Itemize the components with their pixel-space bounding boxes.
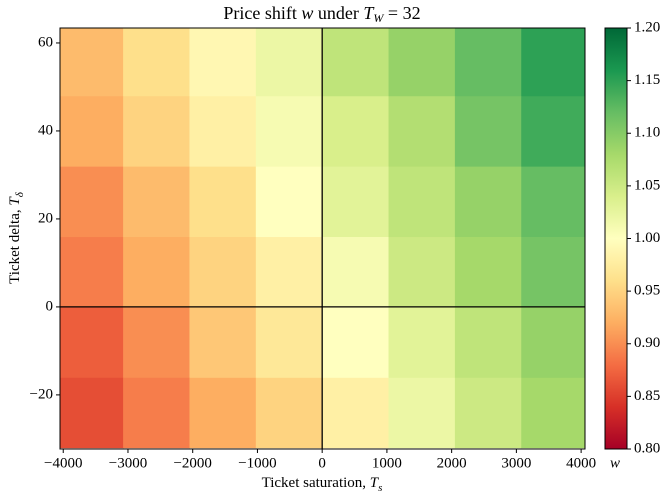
x-tick-label: 3000 bbox=[501, 455, 531, 471]
heatmap-cell bbox=[60, 377, 124, 449]
heatmap-cell bbox=[255, 166, 323, 238]
colorbar-tick-label: 1.15 bbox=[634, 72, 660, 88]
y-tick-label: −20 bbox=[30, 386, 53, 402]
heatmap-cell bbox=[454, 95, 522, 167]
colorbar-tick-label: 0.95 bbox=[634, 283, 660, 299]
heatmap-cell bbox=[454, 377, 522, 449]
label-part: δ bbox=[14, 191, 26, 197]
heatmap-cell bbox=[189, 306, 257, 378]
heatmap-cell bbox=[255, 236, 323, 308]
heatmap-cell bbox=[60, 28, 124, 97]
colorbar bbox=[604, 27, 628, 450]
x-tick-label: −1000 bbox=[238, 455, 276, 471]
heatmap-cell bbox=[388, 236, 456, 308]
colorbar-tick-label: 1.00 bbox=[634, 230, 660, 246]
heatmap-cell bbox=[189, 28, 257, 97]
label-part: T bbox=[7, 196, 23, 206]
y-tick-label: 60 bbox=[38, 34, 53, 50]
heatmap-cell bbox=[388, 28, 456, 97]
y-tick-label: 0 bbox=[46, 298, 54, 314]
x-tick-label: 2000 bbox=[437, 455, 467, 471]
label-part: T bbox=[370, 475, 380, 491]
heatmap-cell bbox=[189, 166, 257, 238]
heatmap-cell bbox=[454, 236, 522, 308]
y-tick-label: 20 bbox=[38, 210, 53, 226]
colorbar-tick-label: 0.90 bbox=[634, 335, 660, 351]
heatmap-cell bbox=[454, 166, 522, 238]
heatmap-cell bbox=[255, 95, 323, 167]
heatmap-cell bbox=[123, 166, 190, 238]
x-tick-label: −2000 bbox=[173, 455, 211, 471]
heatmap-cell bbox=[60, 166, 124, 238]
heatmap-cell bbox=[521, 236, 585, 308]
title-part: w bbox=[301, 3, 313, 23]
heatmap-cell bbox=[255, 28, 323, 97]
heatmap-cell bbox=[454, 28, 522, 97]
heatmap-cell bbox=[521, 28, 585, 97]
chart-title: Price shift w under TW = 32 bbox=[223, 3, 420, 25]
heatmap-cell bbox=[255, 306, 323, 378]
heatmap-cell bbox=[255, 377, 323, 449]
x-tick-label: 0 bbox=[318, 455, 326, 471]
label-part: s bbox=[378, 482, 382, 494]
heatmap-cell bbox=[388, 166, 456, 238]
y-tick-label: 40 bbox=[38, 122, 53, 138]
heatmap-cell bbox=[388, 95, 456, 167]
heatmap-cell bbox=[123, 236, 190, 308]
heatmap-cell bbox=[322, 95, 390, 167]
heatmap-cell bbox=[123, 306, 190, 378]
heatmap-cell bbox=[388, 377, 456, 449]
heatmap-cell bbox=[322, 306, 390, 378]
heatmap-cell bbox=[123, 377, 190, 449]
colorbar-tick-label: 0.85 bbox=[634, 388, 660, 404]
heatmap-cell bbox=[322, 166, 390, 238]
heatmap-cell bbox=[521, 166, 585, 238]
heatmap-cell bbox=[521, 377, 585, 449]
heatmap-cell bbox=[60, 95, 124, 167]
title-part: Price shift bbox=[223, 3, 301, 23]
title-part: W bbox=[373, 11, 384, 25]
colorbar-tick-label: 1.20 bbox=[634, 19, 660, 35]
label-part: Ticket saturation, bbox=[262, 475, 370, 491]
y-axis-label: Ticket delta, Tδ bbox=[7, 191, 25, 284]
x-axis-label: Ticket saturation, Ts bbox=[262, 475, 383, 493]
heatmap-cell bbox=[388, 306, 456, 378]
heatmap-cell bbox=[521, 306, 585, 378]
colorbar-label: w bbox=[610, 455, 620, 471]
heatmap-cell bbox=[454, 306, 522, 378]
title-part: = 32 bbox=[383, 3, 420, 23]
heatmap-cell bbox=[189, 377, 257, 449]
colorbar-tick-label: 0.80 bbox=[634, 440, 660, 456]
heatmap-cell bbox=[322, 236, 390, 308]
title-part: under bbox=[313, 3, 363, 23]
x-tick-label: −4000 bbox=[44, 455, 82, 471]
heatmap-cell bbox=[60, 306, 124, 378]
x-tick-label: 1000 bbox=[372, 455, 402, 471]
x-tick-label: −3000 bbox=[109, 455, 147, 471]
colorbar-tick-label: 1.05 bbox=[634, 177, 660, 193]
colorbar-tick-label: 1.10 bbox=[634, 125, 660, 141]
heatmap-cell bbox=[322, 28, 390, 97]
heatmap-cell bbox=[189, 95, 257, 167]
label-part: Ticket delta, bbox=[7, 206, 23, 284]
heatmap-cell bbox=[189, 236, 257, 308]
heatmap-cell bbox=[123, 28, 190, 97]
heatmap-cell bbox=[521, 95, 585, 167]
heatmap-cell bbox=[322, 377, 390, 449]
title-part: T bbox=[363, 3, 375, 23]
heatmap-cell bbox=[60, 236, 124, 308]
heatmap bbox=[60, 28, 585, 449]
x-tick-label: 4000 bbox=[566, 455, 596, 471]
heatmap-cell bbox=[123, 95, 190, 167]
